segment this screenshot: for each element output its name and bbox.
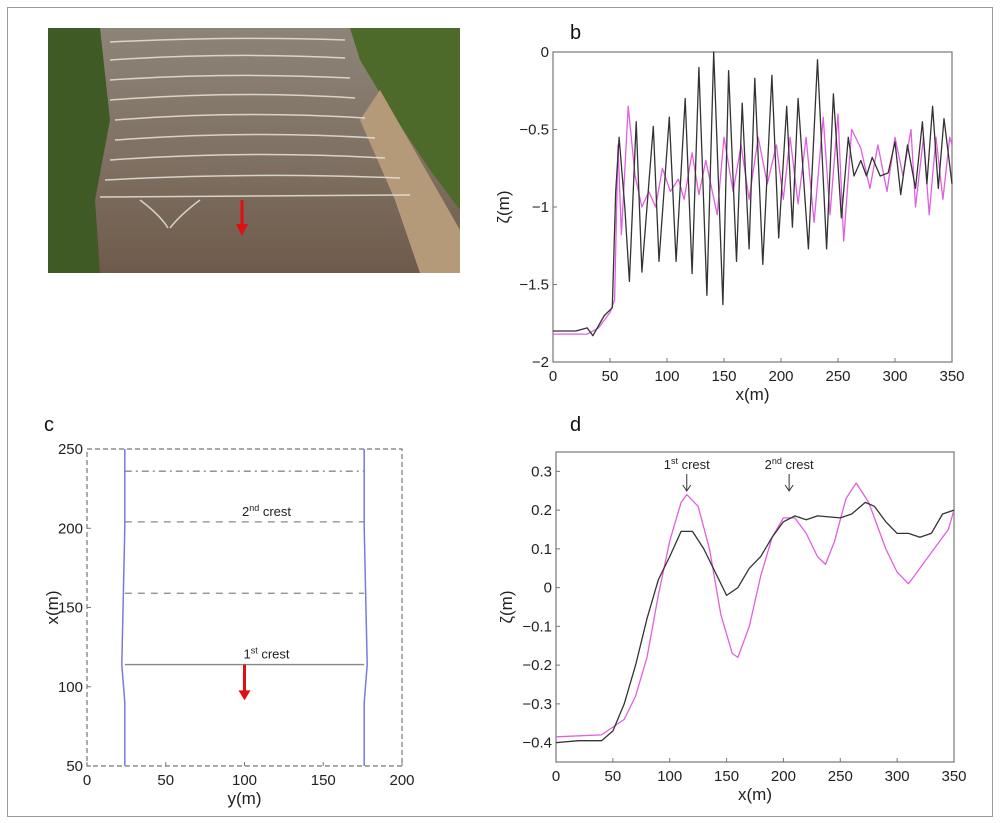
y-tick-label: 0.1 bbox=[531, 541, 552, 558]
x-tick-label: 300 bbox=[885, 768, 910, 785]
y-tick-label: 150 bbox=[58, 600, 83, 617]
x-tick-label: 150 bbox=[711, 368, 736, 385]
y-axis-label: ζ(m) bbox=[497, 591, 516, 624]
y-tick-label: 0 bbox=[544, 580, 552, 597]
x-tick-label: 200 bbox=[389, 772, 414, 789]
x-tick-label: 50 bbox=[157, 772, 174, 789]
y-tick-label: 0 bbox=[541, 44, 549, 61]
x-tick-label: 0 bbox=[549, 368, 557, 385]
y-tick-label: −0.5 bbox=[519, 122, 549, 139]
axes-box-b bbox=[552, 51, 953, 363]
y-tick-label: −0.1 bbox=[522, 618, 552, 635]
y-tick-label: −1.5 bbox=[519, 277, 549, 294]
y-axis-label: x(m) bbox=[43, 591, 62, 625]
panel-label-d: d bbox=[570, 414, 582, 436]
x-tick-label: 0 bbox=[552, 768, 560, 785]
x-tick-label: 0 bbox=[83, 772, 91, 789]
x-tick-label: 50 bbox=[605, 768, 622, 785]
x-tick-label: 200 bbox=[768, 368, 793, 385]
x-tick-label: 150 bbox=[311, 772, 336, 789]
y-tick-label: 100 bbox=[58, 679, 83, 696]
crest-label: 1st crest bbox=[243, 646, 289, 662]
x-tick-label: 300 bbox=[882, 368, 907, 385]
x-tick-label: 100 bbox=[657, 768, 682, 785]
axes-box-d bbox=[555, 451, 955, 763]
y-tick-label: 0.2 bbox=[531, 502, 552, 519]
x-tick-label: 250 bbox=[828, 768, 853, 785]
red-arrow-head-icon bbox=[238, 690, 251, 701]
right-bank-line bbox=[363, 449, 368, 766]
crest-label: 2nd crest bbox=[242, 503, 291, 519]
y-tick-label: 250 bbox=[58, 441, 83, 458]
y-tick-label: −0.3 bbox=[522, 696, 552, 713]
y-tick-label: −2 bbox=[532, 354, 549, 371]
left-bank-line bbox=[121, 449, 126, 766]
x-tick-label: 350 bbox=[939, 368, 964, 385]
series-model-d bbox=[555, 482, 955, 738]
x-tick-label: 250 bbox=[825, 368, 850, 385]
panel-label-c: c bbox=[44, 414, 54, 436]
y-tick-label: −0.4 bbox=[522, 735, 552, 752]
crest-annotation: 1st crest bbox=[664, 456, 710, 472]
x-axis-label: x(m) bbox=[736, 385, 770, 404]
x-tick-label: 50 bbox=[602, 368, 619, 385]
x-tick-label: 150 bbox=[714, 768, 739, 785]
axes-box-c bbox=[86, 448, 403, 767]
y-tick-label: −1 bbox=[532, 199, 549, 216]
x-tick-label: 200 bbox=[771, 768, 796, 785]
y-axis-label: ζ(m) bbox=[494, 191, 513, 224]
down-arrow-head-icon bbox=[682, 484, 692, 492]
y-tick-label: 0.3 bbox=[531, 463, 552, 480]
y-tick-label: −0.2 bbox=[522, 657, 552, 674]
crest-annotation: 2nd crest bbox=[765, 456, 814, 472]
figure-frame bbox=[7, 7, 993, 817]
series-observed-b bbox=[553, 51, 953, 337]
y-tick-label: 50 bbox=[66, 758, 83, 775]
y-tick-label: 200 bbox=[58, 520, 83, 537]
x-tick-label: 100 bbox=[654, 368, 679, 385]
x-axis-label: x(m) bbox=[738, 785, 772, 804]
series-observed-d bbox=[555, 501, 955, 744]
x-tick-label: 350 bbox=[941, 768, 966, 785]
down-arrow-head-icon bbox=[784, 484, 794, 492]
x-axis-label: y(m) bbox=[228, 789, 262, 808]
panel-label-b: b bbox=[570, 22, 582, 44]
x-tick-label: 100 bbox=[232, 772, 257, 789]
